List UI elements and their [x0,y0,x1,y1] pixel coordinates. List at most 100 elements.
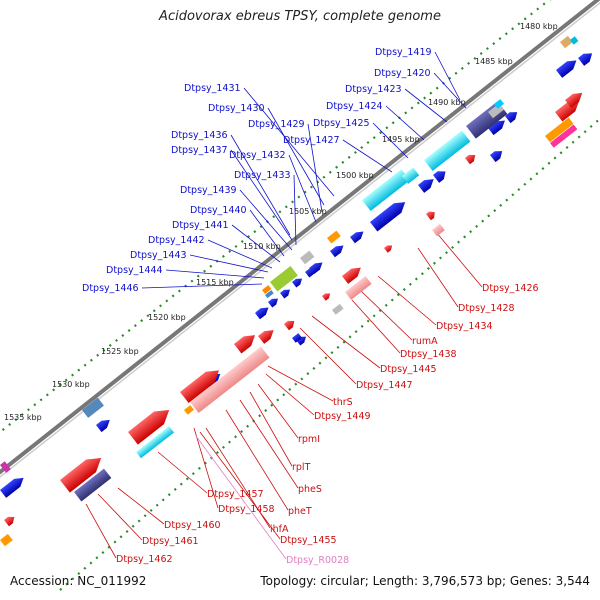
reverse-gene-arrow-shape [565,92,583,108]
forward-gene-cyan-shape [362,169,411,212]
reverse-gene-arrow-shape [128,409,170,445]
leader-line [199,431,281,540]
reverse-gene-orange [545,117,574,143]
reverse-gene-grey [332,303,344,315]
forward-gene-cyan [362,169,411,212]
forward-gene-small [265,290,274,299]
reverse-gene-arrow [234,335,256,354]
leader-line [417,247,459,308]
forward-gene-orange [262,285,272,294]
kbp-label: 1505 kbp [289,207,327,216]
forward-gene-arrow-shape [505,112,518,124]
forward-gene-arrow [292,278,303,288]
gene-label-forward: Dtpsy_1429 [248,119,305,130]
forward-gene-arrow-shape [556,60,577,78]
leader-line [288,154,317,223]
accession-text: Accession: NC_011992 [10,574,147,588]
gene-label-forward: Dtpsy_1431 [184,83,241,94]
leader-line [342,139,393,173]
reverse-gene-pink-shape [190,346,270,414]
forward-gene-arrow [350,231,364,244]
gene-features [0,35,593,547]
leader-line [230,134,291,236]
forward-gene-arrow [488,120,505,136]
reverse-gene-arrow [60,457,102,493]
reverse-gene-orange [0,533,13,547]
gene-label-reverse: Dtpsy_1457 [207,489,264,500]
forward-gene-grey [300,250,315,265]
leader-line [311,315,381,369]
reverse-gene-blue [292,333,302,343]
gene-label-forward: Dtpsy_1425 [313,118,370,129]
label-leader-lines [85,51,483,560]
gene-label-reverse: Dtpsy_1455 [280,535,337,546]
gene-label-forward: Dtpsy_1441 [172,220,229,231]
reverse-gene-pink [345,275,372,300]
gene-label-reverse: rumA [412,336,438,347]
forward-gene-arrow [556,60,577,78]
leader-line [239,189,293,251]
gene-label-forward: Dtpsy_1419 [375,47,432,58]
forward-gene-arrow [433,171,446,183]
forward-gene-orange-shape [326,230,341,244]
leader-line [189,254,269,273]
gene-label-reverse: Dtpsy_1447 [356,380,413,391]
leader-line [351,299,401,354]
leader-line [404,88,448,123]
forward-gene-arrow-shape [0,477,24,498]
leader-line [434,51,461,101]
forward-gene-arrow-shape [578,53,593,66]
reverse-gene-arrow [258,330,274,344]
reverse-gene-pink [432,223,445,237]
reverse-gene-magenta-shape [550,124,578,148]
reverse-gene-cyan [136,426,175,459]
gene-label-forward: Dtpsy_1442 [148,235,205,246]
leader-line [307,123,323,213]
forward-gene-arrow-shape [370,202,406,232]
reverse-gene-arrow-shape [322,293,331,301]
leader-line [141,283,263,289]
leader-line [225,409,289,511]
forward-gene-grey [488,103,504,119]
forward-gene-arrow-shape [488,120,505,136]
reverse-gene-arrow-shape [258,330,274,344]
forward-gene-arrow [578,53,593,66]
forward-gene-magenta [0,461,11,473]
reverse-gene-arrow [284,320,295,331]
forward-gene-arrow [96,419,110,433]
gene-label-forward: Dtpsy_1433 [234,170,291,181]
reverse-gene-arrow-shape [284,320,295,331]
forward-gene-tan-shape [560,35,573,49]
forward-gene-arrow [330,245,344,258]
kbp-label: 1530 kbp [52,380,90,389]
forward-gene-green-shape [270,265,298,292]
leader-line [243,87,335,197]
leader-line [193,427,219,509]
gene-label-forward: Dtpsy_1430 [208,103,265,114]
gene-label-forward: Dtpsy_1420 [374,68,431,79]
leader-line [267,365,334,402]
reverse-gene-blue-shape [292,333,302,343]
gene-label-reverse: Dtpsy_1458 [218,504,275,515]
forward-gene-magenta-shape [0,461,11,473]
reverse-gene-arrow-shape [4,516,15,527]
forward-gene-arrow-shape [418,179,434,193]
leader-line [157,451,208,494]
forward-gene-arrow-shape [96,419,110,433]
reverse-gene-arrow-shape [426,211,435,221]
outer-dotted-ring [0,0,551,434]
forward-gene-grey-shape [488,103,504,119]
kbp-label: 1490 kbp [428,98,466,107]
gene-label-reverse: rpmI [298,434,320,445]
leader-line [117,487,165,525]
gene-label-reverse: pheT [288,506,312,517]
leader-line [372,122,409,159]
forward-gene-orange-shape [262,285,272,294]
forward-gene-green [270,265,298,292]
forward-gene-arrow [505,112,518,124]
reverse-gene-arrow [465,154,476,165]
reverse-gene-arrow [4,516,15,527]
forward-gene-arrow [255,307,269,320]
leader-line [359,289,413,341]
reverse-gene-magenta [550,124,578,148]
